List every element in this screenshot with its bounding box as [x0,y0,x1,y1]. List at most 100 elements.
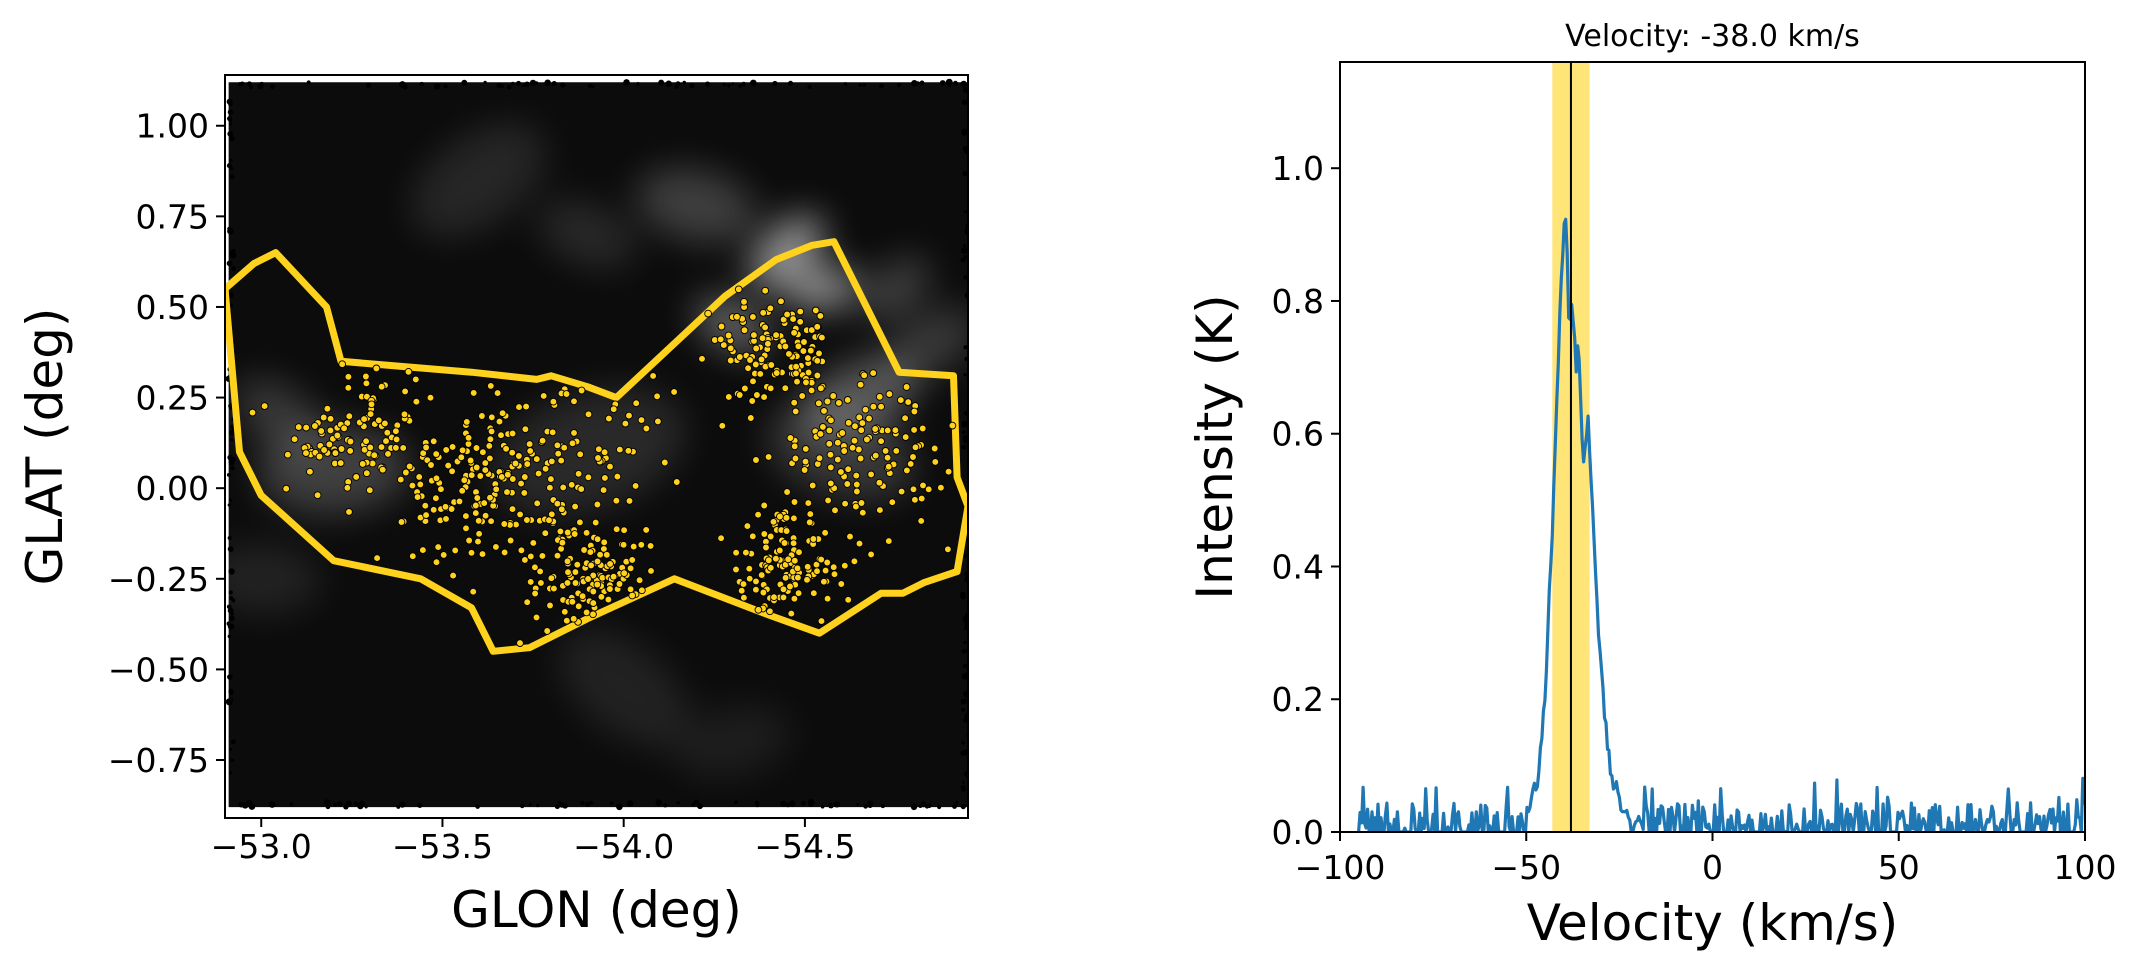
scatter-point [855,539,864,548]
scatter-point [779,315,788,324]
scatter-point [752,577,760,586]
scatter-point [531,589,539,598]
scatter-point [469,389,478,397]
scatter-point [801,445,810,453]
scatter-point [717,322,726,331]
scatter-point [733,312,741,321]
scatter-point [521,425,530,434]
scatter-point [340,424,348,433]
scatter-point [545,516,553,525]
scatter-point [412,397,421,406]
scatter-point [918,424,927,433]
scatter-point [467,471,476,480]
scatter-point [589,610,597,619]
scatter-markers [248,285,957,647]
scatter-point [472,463,481,472]
scatter-point [632,399,641,408]
scatter-point [875,392,884,401]
scatter-point [319,413,328,422]
scatter-point [526,578,535,586]
scatter-point [779,593,788,602]
scatter-point [492,485,501,494]
scatter-point [823,558,832,567]
scatter-point [807,326,816,334]
scatter-point [485,442,494,450]
scatter-point [554,449,563,458]
scatter-point [813,322,822,331]
scatter-point [753,391,761,399]
scatter-point [462,418,471,426]
x-tick-label: 0 [1702,848,1723,887]
scatter-point [901,414,909,423]
scatter-point [794,342,803,351]
scatter-point [815,454,824,463]
scatter-point [766,607,774,616]
scatter-point [803,562,812,571]
scatter-point [344,383,353,392]
scatter-point [826,479,835,488]
scatter-point [336,459,345,467]
scatter-point [749,313,757,321]
scatter-point [761,323,769,332]
scatter-point [615,580,624,588]
y-tick-label: 0.25 [136,379,209,418]
scatter-point [769,517,778,526]
x-axis-label: Velocity (km/s) [1527,894,1899,952]
y-tick-label: 0.2 [1272,680,1324,719]
scatter-point [825,439,834,448]
scatter-point [536,567,544,576]
y-tick-label: 1.0 [1272,149,1324,188]
scatter-point [944,467,953,476]
scatter-point [754,605,763,614]
scatter-point [467,548,476,557]
scatter-point [426,393,435,402]
scatter-point [411,375,420,384]
scatter-point [779,585,788,594]
scatter-point [800,338,808,346]
scatter-point [629,542,638,551]
scatter-point [790,398,799,407]
scatter-point [563,528,572,537]
scatter-point [869,369,878,377]
scatter-point [326,426,335,435]
emission-blob [558,628,689,747]
y-tick-label: 0.0 [1272,813,1324,852]
scatter-point [809,535,818,543]
scatter-point [331,449,340,457]
scatter-point [346,447,355,455]
scatter-point [884,462,893,471]
scatter-point [419,546,427,554]
emission-blob [411,123,546,237]
scatter-point [760,393,768,401]
x-tick-label: −53.0 [211,827,312,866]
y-tick-label: −0.25 [108,560,209,599]
scatter-point [777,297,785,306]
scatter-point [732,565,740,574]
scatter-point [776,512,784,521]
scatter-point [576,450,585,459]
scatter-point [884,537,893,545]
scatter-point [642,526,651,534]
scatter-point [448,443,457,451]
scatter-point [785,350,793,358]
scatter-point [374,416,383,425]
scatter-point [820,577,828,586]
scatter-point [856,380,865,389]
scatter-point [642,424,651,433]
scatter-point [743,522,752,530]
scatter-point [478,550,487,558]
scatter-point [888,498,897,507]
y-tick-label: −0.75 [108,741,209,780]
scatter-point [526,447,535,455]
scatter-point [750,331,758,339]
right-panel-spectrum: −100 −50 0 50 100 0.0 0.2 0.4 0.6 0.8 1.0 Velocity:… [1186,19,2117,952]
y-tick-label: −0.50 [108,650,209,689]
scatter-point [508,505,517,513]
scatter-point [770,593,778,602]
scatter-point [476,472,485,480]
scatter-point [781,384,790,393]
scatter-point [586,548,595,556]
scatter-point [909,453,917,461]
scatter-point [366,443,375,452]
scatter-point [917,517,926,525]
